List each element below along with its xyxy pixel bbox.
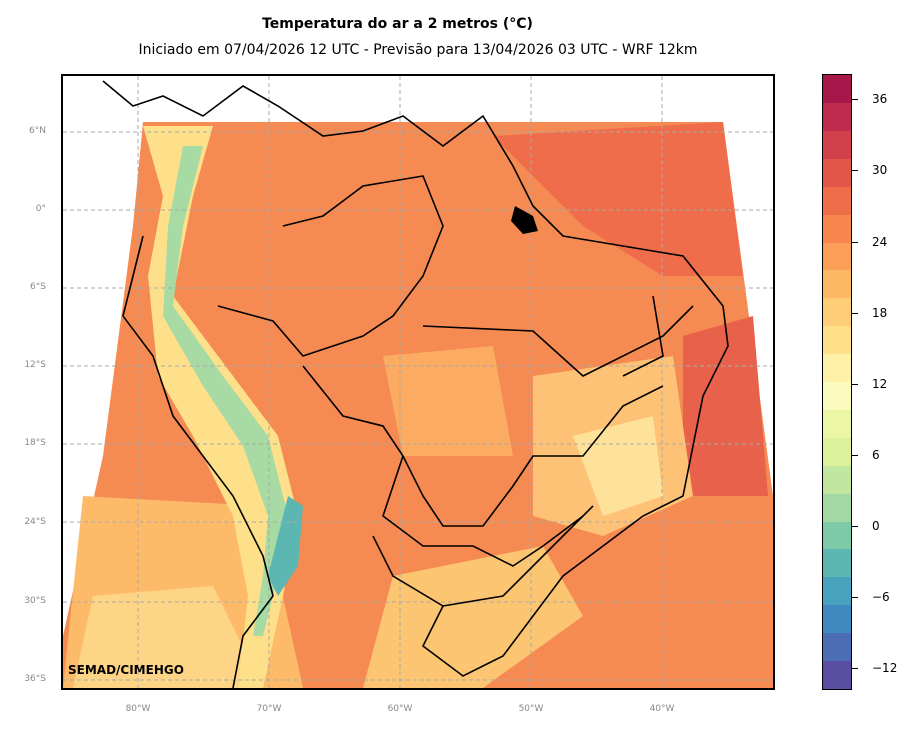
lat-label-12s: 12°S — [24, 360, 46, 370]
colorbar-label-neg12: −12 — [872, 661, 898, 675]
colorbar-swatch — [823, 75, 851, 103]
colorbar-swatch — [823, 605, 851, 634]
credit-label: SEMAD/CIMEHGO — [68, 663, 184, 677]
colorbar-swatch — [823, 242, 851, 271]
colorbar — [822, 74, 852, 690]
map-subtitle: Iniciado em 07/04/2026 12 UTC - Previsão… — [138, 42, 698, 58]
colorbar-label-12: 12 — [872, 377, 888, 391]
colorbar-tick-36 — [852, 99, 858, 100]
lat-label-24s: 24°S — [24, 517, 46, 527]
colorbar-swatch — [823, 326, 851, 355]
andes-coldest — [268, 496, 303, 596]
colorbar-swatch — [823, 577, 851, 606]
lat-label-30s: 30°S — [24, 596, 46, 606]
borders — [102, 80, 729, 688]
colorbar-swatches — [823, 75, 851, 689]
lat-label-6n: 6°N — [29, 126, 46, 136]
south-pale-zone — [73, 586, 263, 688]
lat-label-18s: 18°S — [24, 438, 46, 448]
colorbar-tick-6 — [852, 455, 858, 456]
lat-label-6s: 6°S — [30, 282, 46, 292]
colorbar-swatch — [823, 130, 851, 159]
lat-label-36s: 36°S — [24, 674, 46, 684]
map-title: Temperatura do ar a 2 metros (°C) — [262, 16, 533, 32]
colorbar-swatch — [823, 186, 851, 215]
andes-cold — [163, 146, 288, 636]
temperature-map — [63, 76, 773, 688]
colorbar-swatch — [823, 382, 851, 410]
colorbar-swatch — [823, 465, 851, 494]
colorbar-swatch — [823, 409, 851, 438]
colorbar-swatch — [823, 354, 851, 383]
north-atlantic-hot — [493, 122, 743, 276]
lon-label-70w: 70°W — [256, 704, 282, 714]
central-west-mild — [383, 346, 513, 456]
amazon-delta — [511, 206, 538, 234]
lat-label-0: 0° — [35, 204, 46, 214]
colorbar-swatch — [823, 214, 851, 243]
colorbar-label-0: 0 — [872, 519, 880, 533]
graticule — [63, 76, 773, 688]
lon-label-50w: 50°W — [518, 704, 544, 714]
colorbar-label-36: 36 — [872, 92, 888, 106]
colorbar-tick-0 — [852, 526, 858, 527]
colorbar-swatch — [823, 102, 851, 131]
colorbar-swatch — [823, 437, 851, 466]
colorbar-label-18: 18 — [872, 306, 888, 320]
lon-label-60w: 60°W — [387, 704, 413, 714]
colorbar-swatch — [823, 549, 851, 578]
lon-label-40w: 40°W — [649, 704, 675, 714]
colorbar-swatch — [823, 270, 851, 299]
colorbar-swatch — [823, 661, 851, 689]
colorbar-label-24: 24 — [872, 235, 888, 249]
colorbar-swatch — [823, 521, 851, 550]
colorbar-tick-neg12 — [852, 668, 858, 669]
colorbar-swatch — [823, 493, 851, 522]
colorbar-tick-neg6 — [852, 597, 858, 598]
pampas-zone — [363, 546, 583, 688]
colorbar-tick-30 — [852, 170, 858, 171]
east-atlantic-hot — [683, 316, 768, 496]
colorbar-label-neg6: −6 — [872, 590, 890, 604]
lon-label-80w: 80°W — [125, 704, 151, 714]
map-frame — [61, 74, 775, 690]
colorbar-tick-18 — [852, 313, 858, 314]
colorbar-swatch — [823, 298, 851, 327]
colorbar-swatch — [823, 158, 851, 187]
colorbar-label-6: 6 — [872, 448, 880, 462]
colorbar-tick-24 — [852, 242, 858, 243]
colorbar-tick-12 — [852, 384, 858, 385]
colorbar-swatch — [823, 633, 851, 662]
colorbar-label-30: 30 — [872, 163, 888, 177]
